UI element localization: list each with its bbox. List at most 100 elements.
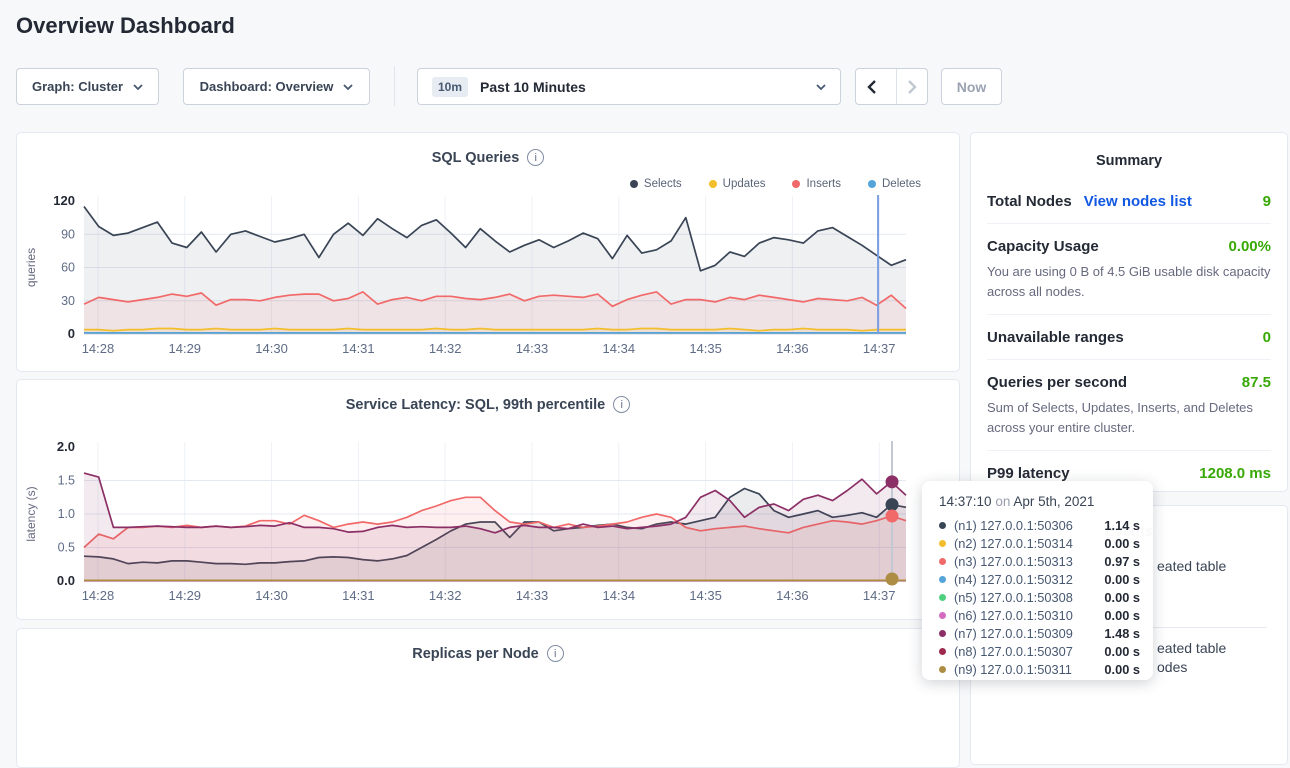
tooltip-date: Apr 5th, 2021 bbox=[1013, 494, 1095, 509]
summary-value: 0.00% bbox=[1228, 238, 1271, 255]
svg-text:14:29: 14:29 bbox=[169, 341, 202, 356]
node-address: (n7) 127.0.0.1:50309 bbox=[954, 625, 1073, 641]
legend-label: Updates bbox=[722, 178, 766, 190]
node-address: (n6) 127.0.0.1:50310 bbox=[954, 607, 1073, 623]
graph-dropdown-label: Graph: Cluster bbox=[31, 79, 123, 94]
summary-title: Summary bbox=[1095, 153, 1163, 169]
tooltip-row: (n9) 127.0.0.1:50311 0.00 s bbox=[939, 660, 1140, 678]
chart-hover-tooltip: 14:37:10 on Apr 5th, 2021 (n1) 127.0.0.1… bbox=[922, 481, 1153, 680]
svg-text:14:34: 14:34 bbox=[603, 588, 636, 603]
next-time-button[interactable] bbox=[896, 69, 927, 104]
node-address: (n9) 127.0.0.1:50311 bbox=[954, 661, 1072, 677]
legend-item-selects[interactable]: Selects bbox=[629, 178, 682, 190]
service-latency-chart[interactable]: 0.0 0.5 1.0 1.5 2.0 14:28 14:29 14:30 14:31 14:32… bbox=[17, 436, 961, 614]
tooltip-rows: (n1) 127.0.0.1:50306 1.14 s (n2) 127.0.0.1… bbox=[939, 516, 1140, 678]
summary-label: Queries per second bbox=[987, 374, 1128, 391]
dashboard-dropdown-label: Dashboard: Overview bbox=[199, 79, 334, 94]
legend-item-inserts[interactable]: Inserts bbox=[792, 178, 841, 190]
tooltip-connector: on bbox=[995, 494, 1011, 509]
info-icon[interactable] bbox=[527, 149, 545, 166]
svg-text:14:37: 14:37 bbox=[863, 341, 896, 356]
chevron-down-icon bbox=[343, 83, 353, 90]
summary-value: 0 bbox=[1262, 329, 1271, 346]
prev-time-button[interactable] bbox=[856, 69, 886, 104]
toolbar-divider bbox=[394, 66, 395, 106]
event-text-fragment: eated table bbox=[1157, 640, 1227, 656]
tooltip-row: (n2) 127.0.0.1:50314 0.00 s bbox=[939, 534, 1140, 552]
event-text-fragment: odes bbox=[1157, 659, 1188, 675]
event-text-fragment: eated table bbox=[1157, 558, 1227, 574]
summary-panel: Summary Total Nodes View nodes list 9 Ca… bbox=[970, 132, 1288, 492]
svg-text:14:36: 14:36 bbox=[776, 588, 809, 603]
node-color-dot-icon bbox=[939, 593, 946, 601]
svg-text:14:31: 14:31 bbox=[342, 588, 375, 603]
legend-dot-icon bbox=[629, 180, 638, 188]
legend-dot-icon bbox=[792, 180, 801, 188]
info-icon[interactable] bbox=[613, 396, 631, 413]
node-address: (n5) 127.0.0.1:50308 bbox=[954, 589, 1073, 605]
svg-text:0: 0 bbox=[68, 326, 75, 341]
summary-label: P99 latency bbox=[987, 465, 1070, 482]
node-address: (n4) 127.0.0.1:50312 bbox=[954, 571, 1073, 587]
tooltip-timestamp: 14:37:10 on Apr 5th, 2021 bbox=[939, 494, 1140, 509]
svg-text:120: 120 bbox=[53, 193, 75, 208]
view-nodes-list-link[interactable]: View nodes list bbox=[1083, 193, 1192, 210]
svg-text:14:33: 14:33 bbox=[516, 588, 549, 603]
svg-text:14:37: 14:37 bbox=[863, 588, 896, 603]
node-color-dot-icon bbox=[939, 539, 946, 547]
node-latency-value: 0.97 s bbox=[1104, 553, 1140, 569]
node-latency-value: 0.00 s bbox=[1104, 643, 1140, 659]
node-latency-value: 1.14 s bbox=[1104, 517, 1140, 533]
svg-text:30: 30 bbox=[61, 294, 75, 308]
tooltip-row: (n5) 127.0.0.1:50308 0.00 s bbox=[939, 588, 1140, 606]
svg-text:14:32: 14:32 bbox=[429, 341, 462, 356]
dashboard-dropdown[interactable]: Dashboard: Overview bbox=[183, 68, 370, 105]
tooltip-row: (n7) 127.0.0.1:50309 1.48 s bbox=[939, 624, 1140, 642]
chart-legend: Selects Updates Inserts Deletes bbox=[629, 178, 921, 190]
summary-description: Sum of Selects, Updates, Inserts, and De… bbox=[987, 400, 1253, 435]
sql-queries-chart[interactable]: 0 30 60 90 120 14:28 14:29 14:30 14:31 14:32 14:33… bbox=[17, 193, 961, 365]
summary-value: 1208.0 ms bbox=[1199, 465, 1271, 482]
summary-label: Unavailable ranges bbox=[987, 329, 1124, 346]
tooltip-time: 14:37:10 bbox=[939, 494, 992, 509]
summary-item-capacity-usage: Capacity Usage 0.00% You are using 0 B o… bbox=[987, 224, 1271, 315]
svg-text:14:30: 14:30 bbox=[255, 588, 288, 603]
node-address: (n8) 127.0.0.1:50307 bbox=[954, 643, 1073, 659]
replicas-per-node-panel: Replicas per Node bbox=[16, 628, 960, 768]
summary-item-queries-per-second: Queries per second 87.5 Sum of Selects, … bbox=[987, 360, 1271, 451]
summary-item-unavailable-ranges: Unavailable ranges 0 bbox=[987, 315, 1271, 360]
tooltip-row: (n1) 127.0.0.1:50306 1.14 s bbox=[939, 516, 1140, 534]
node-latency-value: 0.00 s bbox=[1104, 571, 1140, 587]
info-icon[interactable] bbox=[546, 645, 564, 662]
chart-title: SQL Queries bbox=[431, 149, 520, 166]
summary-value: 87.5 bbox=[1241, 374, 1271, 391]
time-range-picker[interactable]: 10m Past 10 Minutes bbox=[417, 68, 841, 105]
now-button[interactable]: Now bbox=[941, 68, 1002, 105]
sql-queries-panel: SQL Queries Selects Updates Inserts Deletes… bbox=[16, 132, 960, 372]
legend-item-updates[interactable]: Updates bbox=[708, 178, 766, 190]
summary-value: 9 bbox=[1262, 193, 1271, 210]
svg-text:14:30: 14:30 bbox=[255, 341, 288, 356]
svg-text:60: 60 bbox=[61, 261, 75, 275]
node-color-dot-icon bbox=[939, 629, 946, 637]
chart-title: Replicas per Node bbox=[412, 645, 539, 662]
svg-text:90: 90 bbox=[61, 227, 75, 241]
svg-text:14:33: 14:33 bbox=[516, 341, 549, 356]
tooltip-row: (n4) 127.0.0.1:50312 0.00 s bbox=[939, 570, 1140, 588]
node-color-dot-icon bbox=[939, 521, 946, 529]
svg-text:14:29: 14:29 bbox=[169, 588, 202, 603]
summary-label: Total Nodes bbox=[987, 193, 1072, 210]
svg-text:14:36: 14:36 bbox=[776, 341, 809, 356]
legend-label: Inserts bbox=[806, 178, 841, 190]
svg-text:queries: queries bbox=[24, 248, 38, 287]
chevron-down-icon bbox=[816, 83, 826, 90]
svg-text:1.0: 1.0 bbox=[58, 507, 75, 521]
graph-dropdown[interactable]: Graph: Cluster bbox=[16, 68, 159, 105]
svg-text:0.5: 0.5 bbox=[58, 541, 75, 555]
svg-text:14:31: 14:31 bbox=[342, 341, 375, 356]
node-address: (n3) 127.0.0.1:50313 bbox=[954, 553, 1073, 569]
svg-text:14:28: 14:28 bbox=[82, 588, 115, 603]
chart-title: Service Latency: SQL, 99th percentile bbox=[345, 396, 606, 413]
legend-item-deletes[interactable]: Deletes bbox=[868, 178, 921, 190]
time-nav-arrows bbox=[855, 68, 928, 105]
